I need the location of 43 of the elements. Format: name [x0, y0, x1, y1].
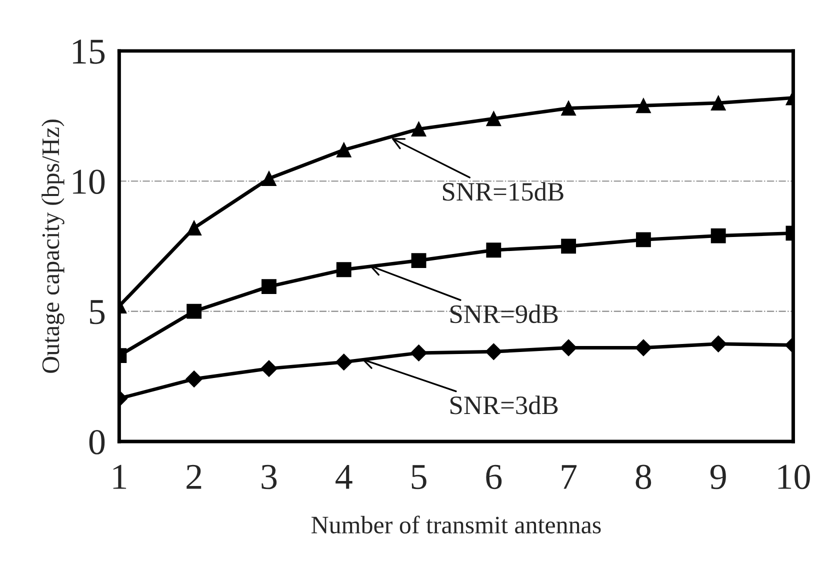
point: [411, 122, 426, 137]
x-tick-label: 2: [186, 464, 202, 489]
point: [560, 339, 577, 356]
x-tick-label: 4: [336, 464, 352, 489]
point: [561, 238, 576, 254]
y-tick-label: 15: [73, 40, 105, 64]
y-axis-title: Outage capacity (bps/Hz): [42, 120, 64, 373]
point: [486, 242, 502, 258]
point: [335, 354, 352, 370]
x-tick-label: 8: [636, 464, 652, 490]
x-axis-title: Number of transmit antennas: [311, 516, 601, 534]
point: [635, 339, 652, 356]
x-tick-label: 1: [113, 464, 126, 489]
point: [636, 232, 651, 248]
y-tick-label: 10: [73, 170, 105, 194]
x-tick-label: 3: [262, 464, 277, 490]
x-tick-label: 5: [412, 465, 426, 490]
y-tick-label: 0: [89, 430, 105, 454]
point: [710, 96, 726, 110]
x-tick-label: 10: [778, 464, 810, 490]
annotation: SNR=9dB: [450, 304, 558, 324]
x-tick-label: 7: [562, 465, 577, 489]
annotation: SNR=15dB: [442, 182, 564, 201]
point: [636, 98, 651, 114]
point: [262, 279, 276, 294]
annotation: SNR=3dB: [450, 396, 558, 414]
point: [486, 111, 502, 126]
point: [262, 171, 276, 186]
x-tick-label: 6: [486, 464, 502, 490]
point: [186, 370, 202, 388]
point: [410, 344, 428, 362]
point: [186, 220, 202, 236]
point: [336, 262, 352, 278]
y-tick-label: 5: [90, 300, 105, 324]
point: [186, 304, 202, 319]
point: [561, 100, 576, 116]
point: [411, 253, 426, 268]
point: [260, 360, 278, 377]
point: [710, 335, 727, 352]
x-tick-label: 9: [710, 464, 726, 490]
point: [336, 142, 352, 158]
point: [485, 343, 502, 360]
point: [710, 228, 726, 244]
